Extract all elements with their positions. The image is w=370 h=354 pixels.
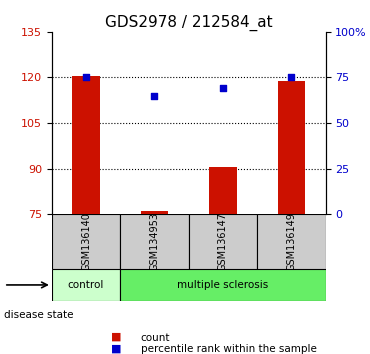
FancyBboxPatch shape — [52, 214, 120, 269]
Bar — [209, 167, 237, 214]
Point — [220, 86, 226, 91]
FancyBboxPatch shape — [189, 214, 257, 269]
Point — [289, 75, 295, 80]
FancyBboxPatch shape — [120, 214, 189, 269]
FancyBboxPatch shape — [257, 214, 326, 269]
Text: ■: ■ — [111, 343, 121, 353]
Text: multiple sclerosis: multiple sclerosis — [177, 280, 269, 290]
Text: GSM136147: GSM136147 — [218, 212, 228, 271]
Text: GSM134953: GSM134953 — [149, 212, 159, 271]
Point — [152, 93, 158, 98]
Text: GSM136140: GSM136140 — [81, 212, 91, 271]
Text: ■: ■ — [111, 332, 121, 342]
Text: control: control — [68, 280, 104, 290]
FancyBboxPatch shape — [120, 269, 326, 301]
Bar — [141, 211, 168, 214]
Bar — [73, 76, 100, 214]
Text: percentile rank within the sample: percentile rank within the sample — [141, 344, 316, 354]
Title: GDS2978 / 212584_at: GDS2978 / 212584_at — [105, 14, 273, 30]
Bar — [278, 80, 305, 214]
FancyBboxPatch shape — [52, 269, 120, 301]
Text: disease state: disease state — [4, 310, 73, 320]
Text: GSM136149: GSM136149 — [286, 212, 296, 271]
Text: count: count — [141, 333, 170, 343]
Point — [83, 74, 89, 79]
